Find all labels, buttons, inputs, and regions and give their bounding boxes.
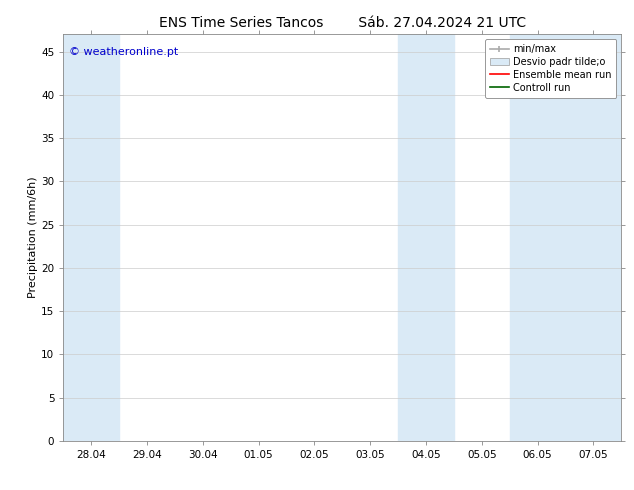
Title: ENS Time Series Tancos        Sáb. 27.04.2024 21 UTC: ENS Time Series Tancos Sáb. 27.04.2024 2…: [158, 16, 526, 30]
Y-axis label: Precipitation (mm/6h): Precipitation (mm/6h): [29, 177, 38, 298]
Bar: [510, 34, 566, 441]
Legend: min/max, Desvio padr tilde;o, Ensemble mean run, Controll run: min/max, Desvio padr tilde;o, Ensemble m…: [485, 39, 616, 98]
Bar: [63, 34, 119, 441]
Bar: [566, 34, 621, 441]
Text: © weatheronline.pt: © weatheronline.pt: [69, 47, 178, 56]
Bar: [398, 34, 454, 441]
